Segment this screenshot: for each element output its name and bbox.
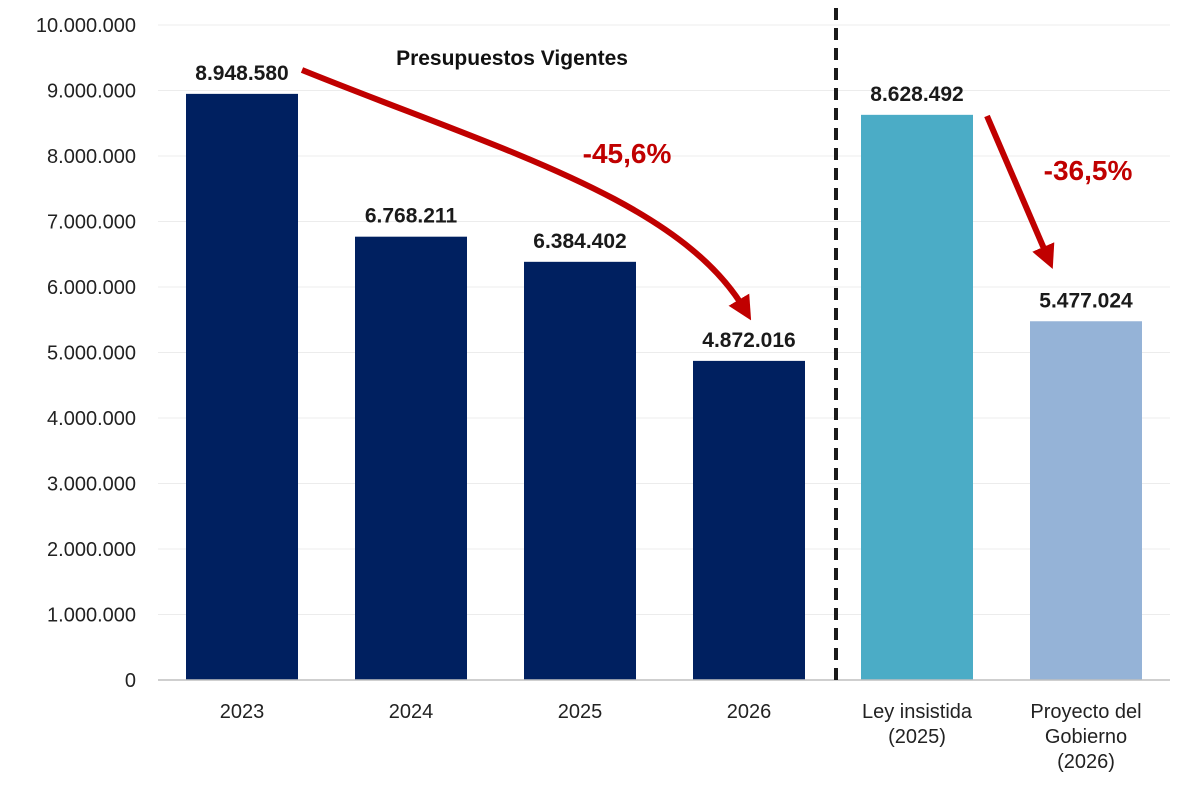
bar [1030,321,1142,680]
y-tick-label: 7.000.000 [47,212,136,234]
gridlines [158,24,1170,615]
value-label: 5.477.024 [1039,289,1133,312]
x-tick-label: 2024 [389,701,434,723]
x-tick-label: Proyecto del Gobierno (2026) [1030,701,1141,773]
y-tick-label: 10.000.000 [36,15,136,37]
x-tick-label: Ley insistida (2025) [862,701,973,748]
value-label: 6.384.402 [533,230,626,253]
y-tick-label: 0 [125,670,136,692]
x-tick-label: 2026 [727,701,772,723]
y-tick-label: 3.000.000 [47,474,136,496]
y-tick-label: 1.000.000 [47,605,136,627]
x-tick-label: 2025 [558,701,603,723]
y-tick-label: 6.000.000 [47,277,136,299]
bar [861,114,973,681]
bars [186,93,1142,681]
y-axis: 0 1.000.000 2.000.000 3.000.000 4.000.000 5.0… [36,15,136,692]
y-tick-label: 4.000.000 [47,408,136,430]
bar [693,360,805,680]
y-tick-label: 8.000.000 [47,146,136,168]
y-tick-label: 5.000.000 [47,343,136,365]
arrow-ley-proyecto [984,114,1055,270]
x-axis-labels: 2023 2024 2025 2026 Ley insistida (2025) Proye… [220,701,1142,773]
value-label: 6.768.211 [365,205,458,228]
annotation-pct-1: -45,6% [583,138,672,169]
value-label: 4.872.016 [702,329,795,352]
bar [355,236,467,680]
y-tick-label: 2.000.000 [47,539,136,561]
bar [524,261,636,680]
arrow-2023-2026 [300,67,752,321]
value-label: 8.628.492 [870,83,963,106]
chart-title: Presupuestos Vigentes [396,47,628,70]
bar [186,93,298,680]
value-labels: 8.948.580 6.768.211 6.384.402 4.872.016 8.62… [195,62,1133,352]
annotation-pct-2: -36,5% [1044,155,1133,186]
y-tick-label: 9.000.000 [47,81,136,103]
value-label: 8.948.580 [195,62,288,85]
x-tick-label: 2023 [220,701,265,723]
